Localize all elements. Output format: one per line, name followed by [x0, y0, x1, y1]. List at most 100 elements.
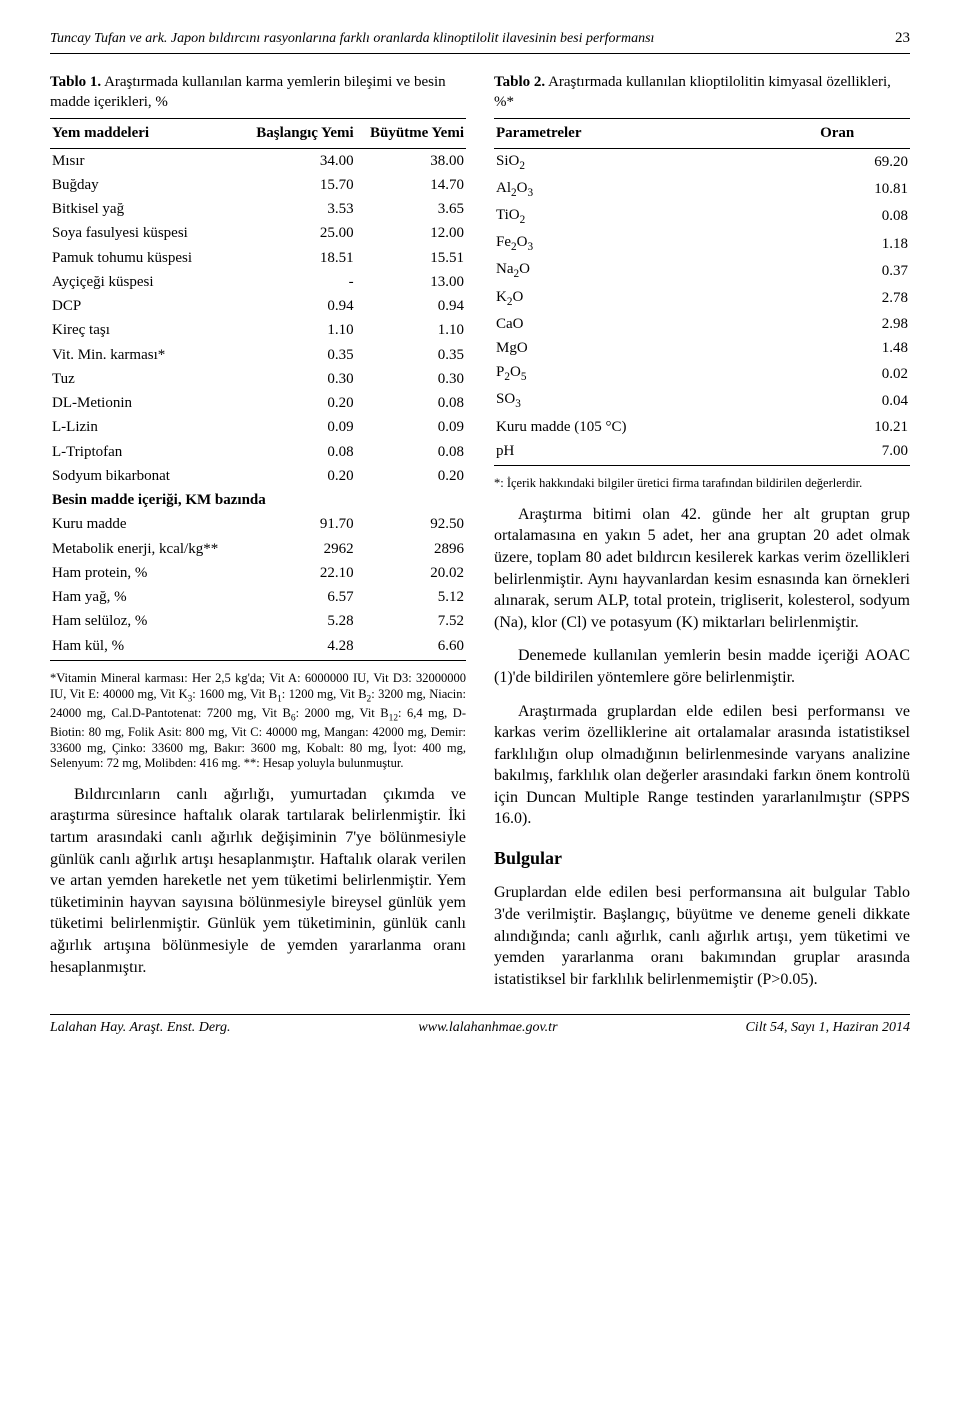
- row-val-b: 15.51: [356, 246, 466, 270]
- row-val-a: 5.28: [242, 609, 356, 633]
- row-label: L-Triptofan: [50, 440, 242, 464]
- table1-footnote: *Vitamin Mineral karması: Her 2,5 kg'da;…: [50, 671, 466, 772]
- param-value: 2.98: [818, 312, 910, 336]
- bulgular-heading: Bulgular: [494, 846, 910, 870]
- row-val-b: 12.00: [356, 221, 466, 245]
- table-row: Sodyum bikarbonat0.200.20: [50, 464, 466, 488]
- param-label: TiO2: [494, 203, 818, 230]
- param-value: 10.21: [818, 415, 910, 439]
- param-label: P2O5: [494, 360, 818, 387]
- row-val-b: 1.10: [356, 318, 466, 342]
- row-val-a: 18.51: [242, 246, 356, 270]
- footer-left: Lalahan Hay. Araşt. Enst. Derg.: [50, 1019, 230, 1038]
- table2-footnote: *: İçerik hakkındaki bilgiler üretici fi…: [494, 476, 910, 492]
- table-row: Ham protein, %22.1020.02: [50, 561, 466, 585]
- bulgular-paragraph: Gruplardan elde edilen besi performansın…: [494, 882, 910, 990]
- table1-header-items: Yem maddeleri: [50, 119, 242, 148]
- table-row: Metabolik enerji, kcal/kg**29622896: [50, 537, 466, 561]
- table-row: Kuru madde (105 °C)10.21: [494, 415, 910, 439]
- table1-caption-label: Tablo 1.: [50, 74, 101, 90]
- row-val-b: 7.52: [356, 609, 466, 633]
- row-label: Metabolik enerji, kcal/kg**: [50, 537, 242, 561]
- row-val-a: 15.70: [242, 173, 356, 197]
- table-row: Al2O310.81: [494, 176, 910, 203]
- row-val-a: 91.70: [242, 512, 356, 536]
- row-label: DCP: [50, 294, 242, 318]
- row-val-b: 0.30: [356, 367, 466, 391]
- row-val-a: 6.57: [242, 585, 356, 609]
- row-val-a: 4.28: [242, 634, 356, 661]
- row-val-b: 0.08: [356, 440, 466, 464]
- row-val-a: -: [242, 270, 356, 294]
- row-val-b: 0.08: [356, 391, 466, 415]
- row-label: Soya fasulyesi küspesi: [50, 221, 242, 245]
- param-value: 2.78: [818, 285, 910, 312]
- table-row: DL-Metionin0.200.08: [50, 391, 466, 415]
- footer-right: Cilt 54, Sayı 1, Haziran 2014: [745, 1019, 910, 1038]
- row-label: Mısır: [50, 148, 242, 173]
- param-value: 0.04: [818, 387, 910, 414]
- table-row: Kireç taşı1.101.10: [50, 318, 466, 342]
- row-label: Pamuk tohumu küspesi: [50, 246, 242, 270]
- row-val-b: 13.00: [356, 270, 466, 294]
- row-val-b: 0.20: [356, 464, 466, 488]
- table-row: Fe2O31.18: [494, 230, 910, 257]
- right-paragraph-3: Araştırmada gruplardan elde edilen besi …: [494, 701, 910, 831]
- row-label: Bitkisel yağ: [50, 197, 242, 221]
- param-value: 10.81: [818, 176, 910, 203]
- row-val-b: 92.50: [356, 512, 466, 536]
- row-val-a: 0.35: [242, 343, 356, 367]
- section-label: Besin madde içeriği, KM bazında: [50, 488, 466, 512]
- table-row: Ham kül, %4.286.60: [50, 634, 466, 661]
- row-val-b: 3.65: [356, 197, 466, 221]
- row-label: Tuz: [50, 367, 242, 391]
- row-label: DL-Metionin: [50, 391, 242, 415]
- row-val-b: 14.70: [356, 173, 466, 197]
- table-row: Kuru madde91.7092.50: [50, 512, 466, 536]
- param-label: Na2O: [494, 257, 818, 284]
- row-label: Ayçiçeği küspesi: [50, 270, 242, 294]
- param-label: pH: [494, 439, 818, 466]
- table1-caption: Tablo 1. Araştırmada kullanılan karma ye…: [50, 72, 466, 113]
- row-label: Ham yağ, %: [50, 585, 242, 609]
- running-header: Tuncay Tufan ve ark. Japon bıldırcını ra…: [50, 28, 910, 54]
- page-number: 23: [895, 28, 910, 48]
- row-label: Sodyum bikarbonat: [50, 464, 242, 488]
- table2-caption-text: Araştırmada kullanılan klioptilolitin ki…: [494, 74, 891, 110]
- param-label: Fe2O3: [494, 230, 818, 257]
- table-row: Bitkisel yağ3.533.65: [50, 197, 466, 221]
- left-column: Tablo 1. Araştırmada kullanılan karma ye…: [50, 72, 466, 990]
- table1-header-grow: Büyütme Yemi: [356, 119, 466, 148]
- table-row: DCP0.940.94: [50, 294, 466, 318]
- row-val-b: 0.09: [356, 415, 466, 439]
- table-row: Ayçiçeği küspesi-13.00: [50, 270, 466, 294]
- row-val-a: 3.53: [242, 197, 356, 221]
- table1-header-start: Başlangıç Yemi: [242, 119, 356, 148]
- param-value: 7.00: [818, 439, 910, 466]
- table-row: Mısır34.0038.00: [50, 148, 466, 173]
- footer-center: www.lalahanhmae.gov.tr: [418, 1019, 557, 1038]
- row-val-a: 0.08: [242, 440, 356, 464]
- table2-caption: Tablo 2. Araştırmada kullanılan klioptil…: [494, 72, 910, 113]
- param-value: 1.48: [818, 336, 910, 360]
- table-row: SO30.04: [494, 387, 910, 414]
- param-label: K2O: [494, 285, 818, 312]
- table-row: Vit. Min. karması*0.350.35: [50, 343, 466, 367]
- param-value: 0.02: [818, 360, 910, 387]
- row-val-b: 2896: [356, 537, 466, 561]
- param-value: 69.20: [818, 148, 910, 176]
- running-title: Tuncay Tufan ve ark. Japon bıldırcını ra…: [50, 30, 654, 53]
- table-row: Ham yağ, %6.575.12: [50, 585, 466, 609]
- row-val-b: 38.00: [356, 148, 466, 173]
- table-row: Tuz0.300.30: [50, 367, 466, 391]
- row-val-a: 0.30: [242, 367, 356, 391]
- table-row: SiO269.20: [494, 148, 910, 176]
- row-label: Vit. Min. karması*: [50, 343, 242, 367]
- table-row: Na2O0.37: [494, 257, 910, 284]
- table-row: MgO1.48: [494, 336, 910, 360]
- row-val-a: 2962: [242, 537, 356, 561]
- param-label: MgO: [494, 336, 818, 360]
- table1-caption-text: Araştırmada kullanılan karma yemlerin bi…: [50, 74, 446, 110]
- page-footer: Lalahan Hay. Araşt. Enst. Derg. www.lala…: [50, 1014, 910, 1038]
- param-label: CaO: [494, 312, 818, 336]
